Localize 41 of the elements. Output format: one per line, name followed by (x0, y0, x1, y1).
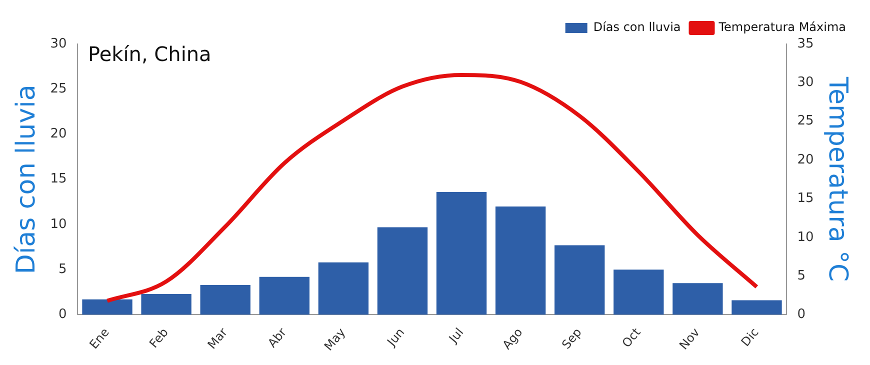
bar (554, 245, 605, 315)
y2-tick-label: 30 (797, 75, 814, 90)
x-tick-label: Jun (384, 325, 408, 350)
y-tick-label: 10 (50, 216, 67, 232)
bar (495, 206, 546, 315)
bar (259, 276, 310, 315)
y2-tick-label: 5 (797, 268, 806, 284)
y-tick-label: 20 (50, 126, 67, 142)
x-tick-label: Feb (146, 325, 171, 351)
bar (436, 192, 487, 315)
x-tick-label: Dic (738, 325, 762, 349)
y2-tick-label: 20 (797, 152, 814, 168)
y2-tick-label: 10 (797, 230, 814, 245)
y-tick-label: 25 (50, 82, 67, 96)
legend-label: Días con lluvia (593, 20, 681, 34)
bar (672, 283, 723, 315)
bar (141, 294, 192, 315)
line-series (105, 72, 759, 303)
y-tick-label: 0 (58, 307, 67, 322)
y2-tick-label: 15 (797, 191, 814, 206)
chart-title: Pekín, China (88, 42, 212, 66)
bar (377, 227, 428, 315)
y2-tick-label: 0 (797, 307, 806, 322)
bar (82, 299, 132, 315)
y2-tick-label: 35 (797, 36, 814, 52)
x-tick-label: Jul (446, 325, 466, 346)
bar (318, 262, 369, 315)
y-axis-title: Días con lluvia (11, 84, 42, 274)
x-tick-label: Ene (86, 325, 112, 352)
y2-axis-title: Temperatura °C (822, 76, 853, 282)
legend-label: Temperatura Máxima (718, 20, 846, 34)
y2-tick-label: 25 (797, 114, 814, 129)
bar (614, 270, 664, 315)
y-tick-label: 30 (50, 36, 67, 52)
x-tick-label: Sep (559, 325, 584, 352)
y-tick-label: 15 (50, 172, 67, 187)
x-tick-label: Abr (265, 325, 290, 350)
y-tick-label: 5 (58, 262, 67, 277)
bar (732, 300, 782, 315)
bar (200, 284, 250, 315)
x-tick-label: Oct (619, 325, 644, 350)
